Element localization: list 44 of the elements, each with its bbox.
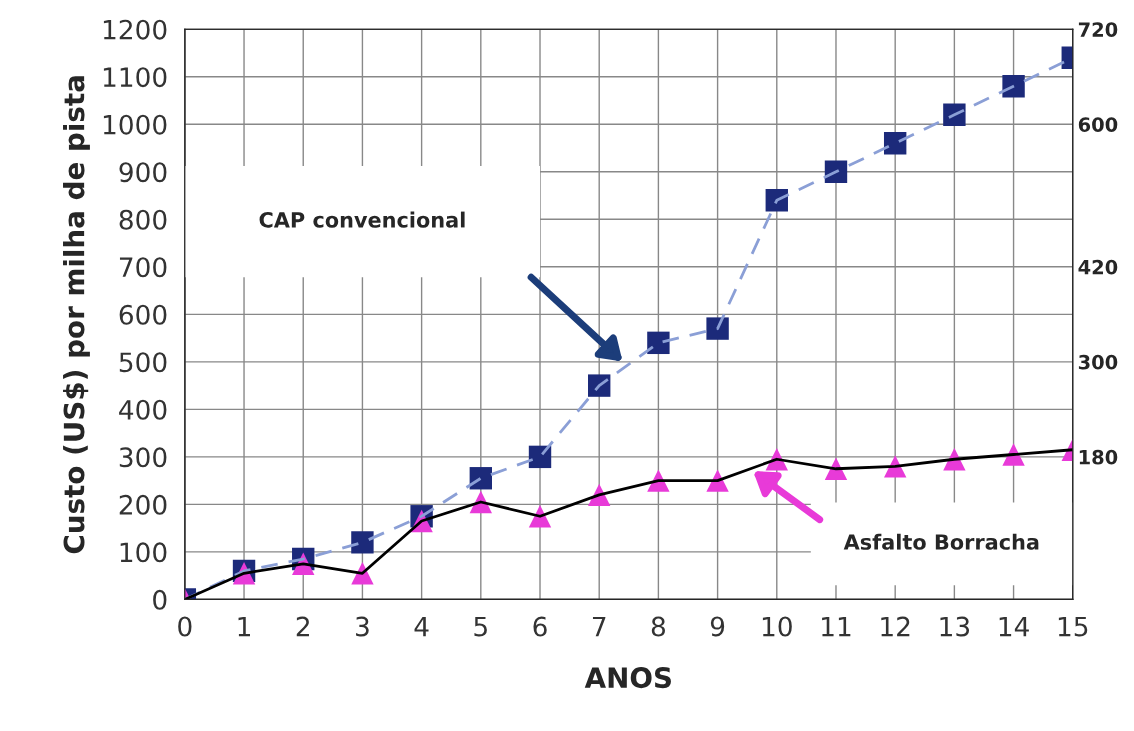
y2-tick-label: 300 [1078,354,1118,370]
y-tick-label: 0 [153,589,167,610]
y-tick-label: 900 [119,162,167,183]
x-tick-label: 5 [474,616,487,637]
y-tick-label: 200 [119,494,167,515]
x-tick-label: 1 [238,616,250,637]
annotation: Asfalto Borracha [843,533,1039,550]
point [351,531,374,554]
x-tick-label: 4 [414,616,429,637]
y-tick-label: 300 [119,447,167,468]
x-tick-label: 2 [296,616,309,637]
x-tick-label: 8 [651,616,665,637]
x-tick-label: 3 [356,616,369,637]
y-tick-label: 100 [120,542,167,563]
point [588,374,611,397]
y2-tick-label: 420 [1078,259,1118,275]
y-tick-label: 600 [119,304,167,325]
y2-tick-label: 600 [1078,117,1118,132]
y-tick-label: 1100 [103,67,167,88]
y2-tick-label: 720 [1078,22,1118,37]
x-tick-label: 6 [533,616,547,637]
x-axis-title: ANOS [584,667,671,689]
x-tick-label: 12 [881,616,910,637]
annotation: CAP convencional [259,211,465,228]
y-tick-label: 700 [119,257,167,278]
y-tick-label: 400 [119,399,167,420]
x-tick-label: 13 [940,616,970,637]
point [647,331,670,355]
point [1002,75,1025,98]
point [943,103,966,126]
point [706,317,729,340]
x-tick-label: 14 [999,616,1029,637]
y-tick-label: 500 [119,352,167,373]
y2-tick-label: 180 [1079,449,1118,465]
x-tick-label: 11 [822,616,851,637]
y-tick-label: 800 [119,209,167,230]
y-tick-label: 1000 [103,114,167,135]
x-tick-label: 15 [1058,616,1088,637]
x-tick-label: 7 [592,616,606,637]
y-tick-label: 1200 [103,19,167,40]
y-axis-title: Custo (US$) por milha de pista [63,76,90,554]
x-tick-label: 10 [762,616,792,637]
x-tick-label: 0 [178,616,192,637]
x-tick-label: 9 [710,616,725,637]
